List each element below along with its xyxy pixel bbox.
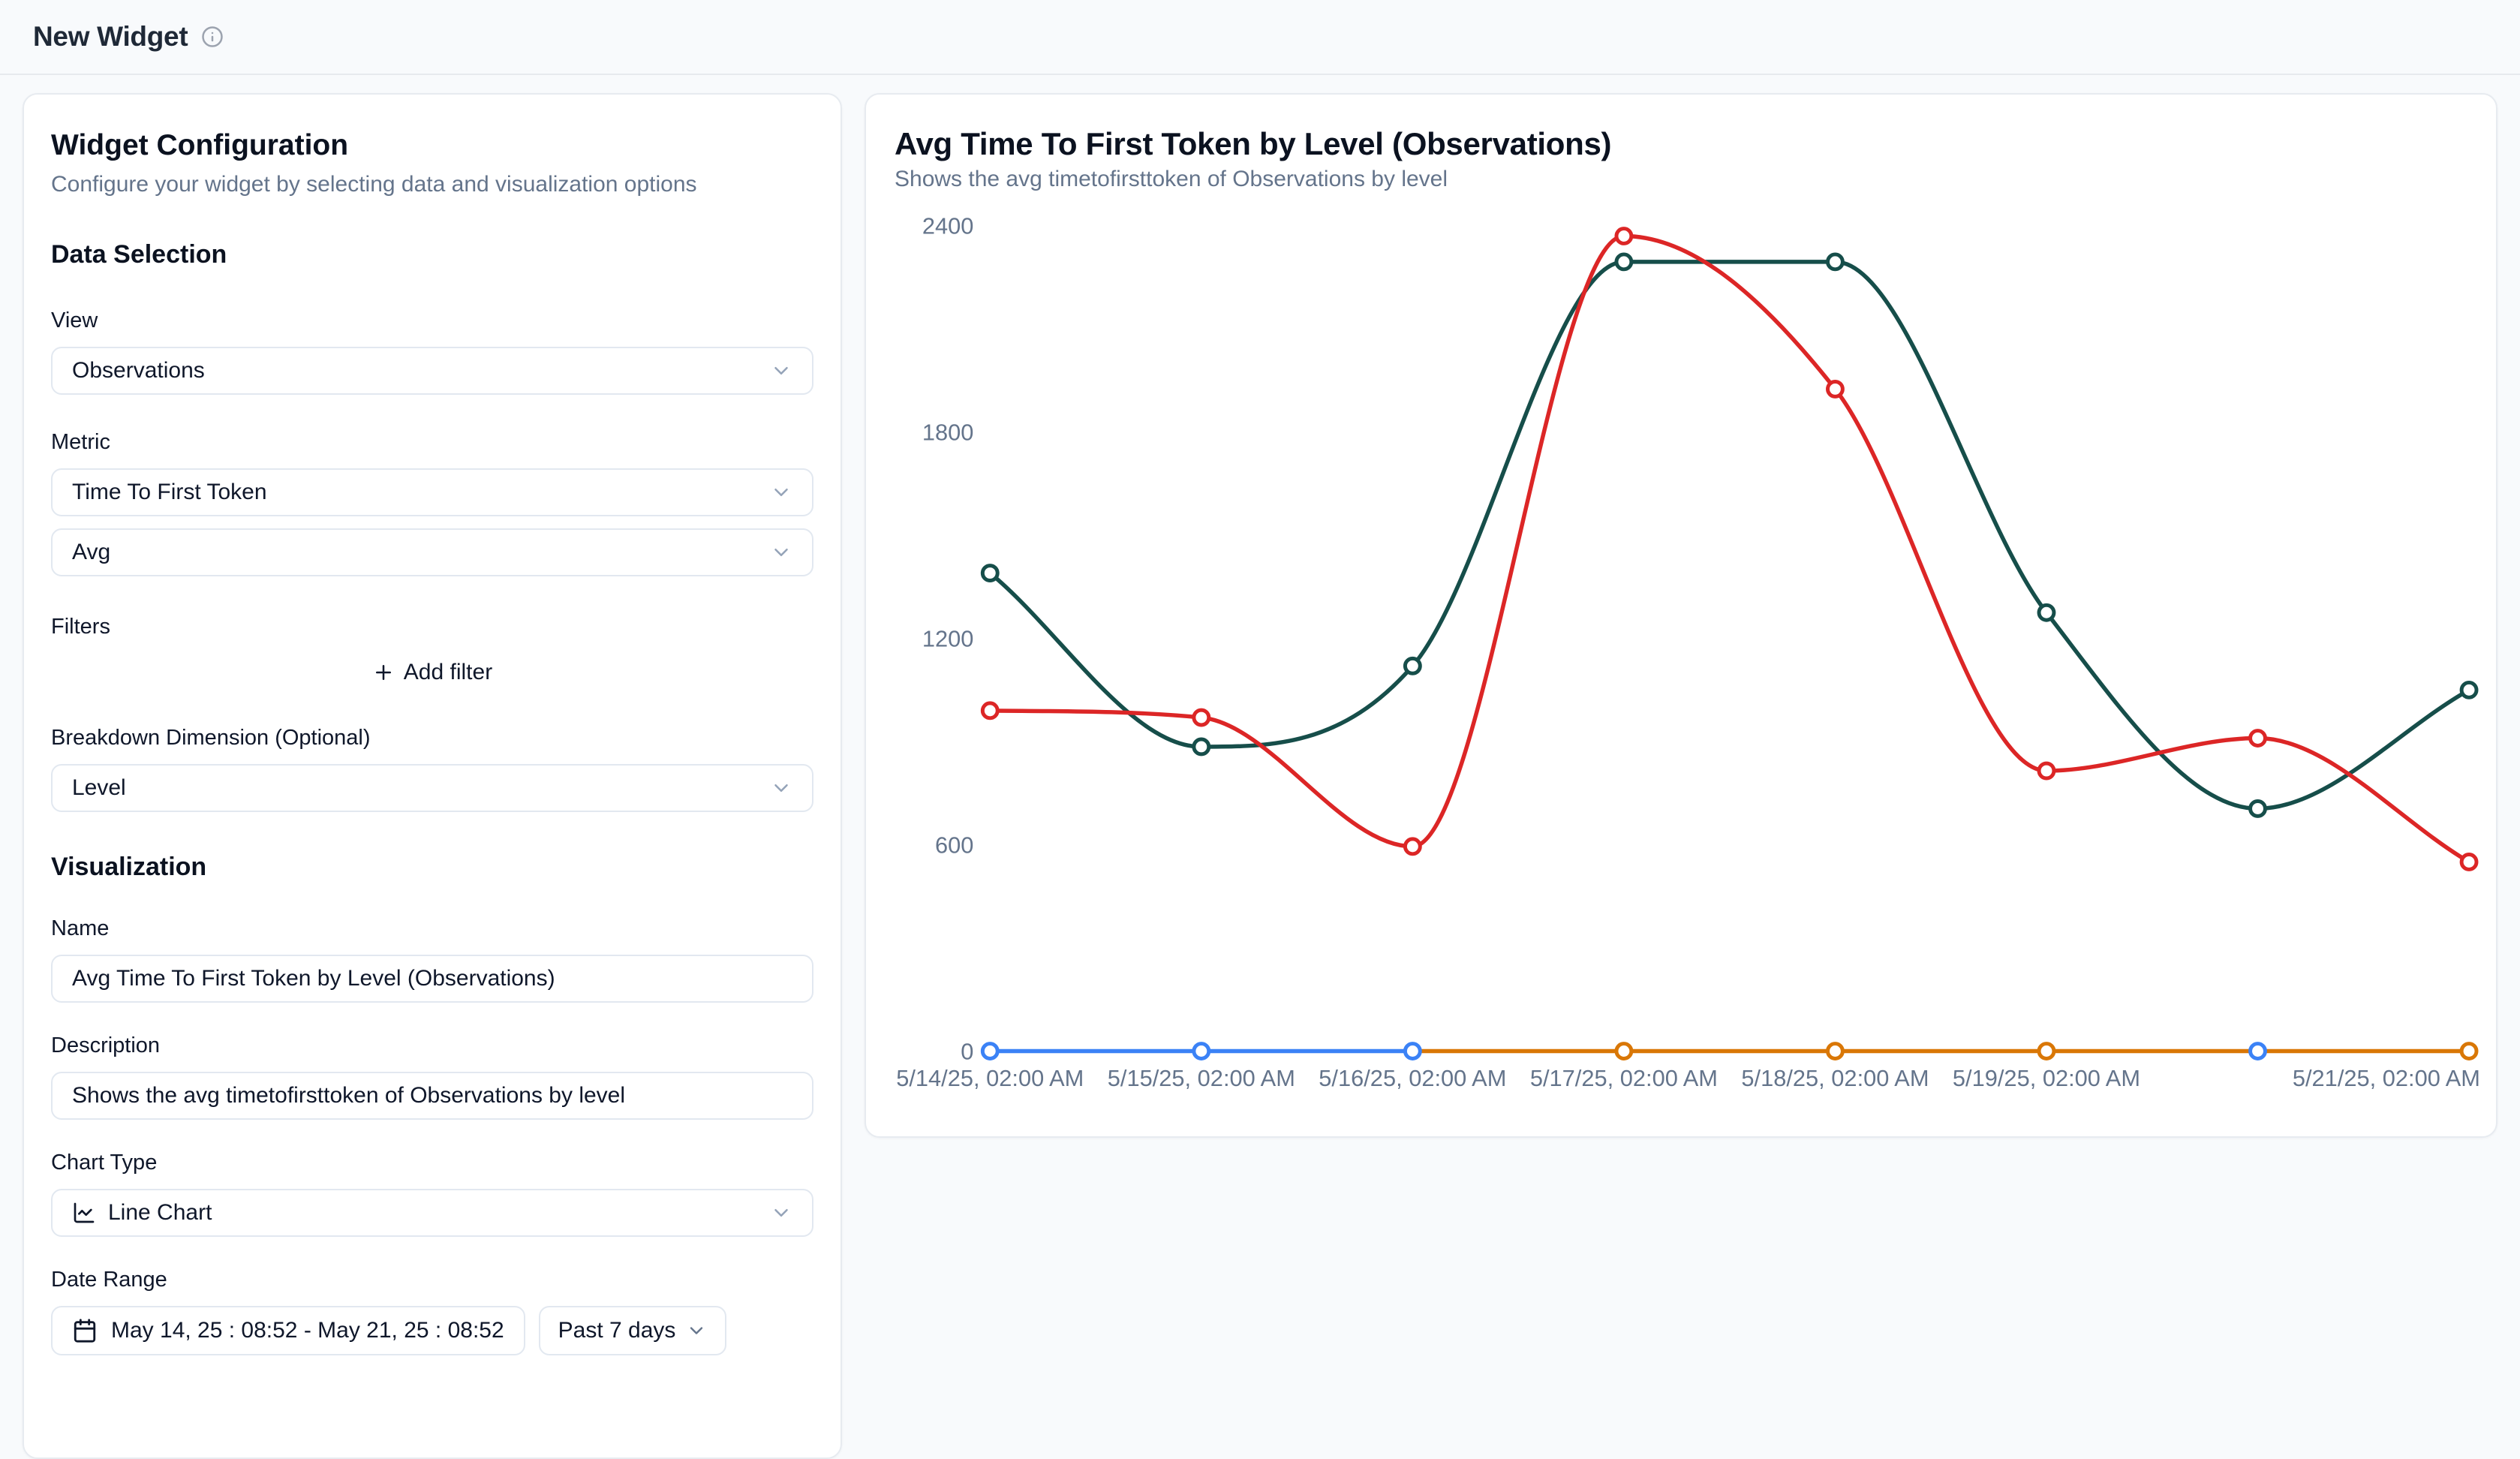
chart-title: Avg Time To First Token by Level (Observ… bbox=[895, 126, 1612, 161]
chart-point-series-teal bbox=[2037, 603, 2056, 622]
y-axis-tick-label: 1800 bbox=[922, 420, 974, 446]
x-axis-tick-label: 5/14/25, 02:00 AM bbox=[896, 1065, 1084, 1091]
chart-type-select[interactable]: Line Chart bbox=[51, 1189, 813, 1237]
y-axis-tick-label: 0 bbox=[961, 1038, 973, 1064]
chevron-down-icon bbox=[770, 359, 792, 382]
chart-point-series-blue bbox=[2248, 1042, 2267, 1060]
chart-point-series-red bbox=[1614, 227, 1634, 245]
chart-point-series-teal bbox=[1614, 252, 1634, 272]
x-axis-tick-label: 5/19/25, 02:00 AM bbox=[1953, 1065, 2140, 1091]
metric-select[interactable]: Time To First Token bbox=[51, 468, 813, 516]
aggregation-select[interactable]: Avg bbox=[51, 528, 813, 576]
date-range-button[interactable]: May 14, 25 : 08:52 - May 21, 25 : 08:52 bbox=[51, 1306, 525, 1355]
line-chart-canvas: 0 600 1200 1800 2400 5/14/25, 02:00 AM 5/15/25… bbox=[896, 213, 2480, 1092]
chart-point-series-teal bbox=[1403, 656, 1422, 675]
chart-point-series-amber bbox=[1826, 1042, 1845, 1060]
add-filter-button[interactable]: Add filter bbox=[354, 650, 510, 695]
chart-point-series-red bbox=[1826, 379, 1845, 399]
chevron-down-icon bbox=[770, 777, 792, 799]
chart-point-series-blue bbox=[1403, 1042, 1422, 1060]
config-title: Widget Configuration bbox=[51, 129, 349, 161]
view-label: View bbox=[51, 308, 98, 332]
add-filter-label: Add filter bbox=[403, 660, 493, 684]
info-icon[interactable] bbox=[201, 26, 224, 48]
chart-point-series-blue bbox=[1192, 1042, 1211, 1060]
calendar-icon bbox=[72, 1318, 98, 1343]
y-axis-tick-label: 600 bbox=[935, 832, 973, 859]
chart-point-series-teal bbox=[2248, 799, 2267, 818]
breakdown-select-value: Level bbox=[72, 775, 126, 800]
chart-line-series-teal bbox=[988, 260, 2471, 811]
y-axis-tick-label: 2400 bbox=[922, 213, 974, 239]
chart-point-series-amber bbox=[1614, 1042, 1634, 1060]
config-subtitle: Configure your widget by selecting data … bbox=[51, 172, 697, 197]
chevron-down-icon bbox=[770, 541, 792, 564]
chart-point-series-teal bbox=[1192, 737, 1211, 757]
x-axis-tick-label: 5/18/25, 02:00 AM bbox=[1741, 1065, 1929, 1091]
chevron-down-icon bbox=[686, 1320, 707, 1341]
date-range-value: May 14, 25 : 08:52 - May 21, 25 : 08:52 bbox=[111, 1318, 504, 1343]
chart-point-series-red bbox=[2037, 761, 2056, 781]
breakdown-select[interactable]: Level bbox=[51, 764, 813, 812]
x-axis-tick-label: 5/21/25, 02:00 AM bbox=[2293, 1065, 2480, 1091]
filters-label: Filters bbox=[51, 615, 110, 639]
y-axis-tick-label: 1200 bbox=[922, 626, 974, 652]
chart-point-series-amber bbox=[2037, 1042, 2056, 1060]
chart-subtitle: Shows the avg timetofirsttoken of Observ… bbox=[895, 167, 1448, 191]
chart-point-series-amber bbox=[2459, 1042, 2479, 1060]
widget-name-input[interactable] bbox=[51, 955, 813, 1003]
chart-point-series-red bbox=[2248, 729, 2267, 748]
chart-point-series-red bbox=[1403, 837, 1422, 856]
chevron-down-icon bbox=[770, 481, 792, 504]
aggregation-select-value: Avg bbox=[72, 540, 111, 564]
main-content: Widget Configuration Configure your widg… bbox=[0, 75, 2520, 1459]
name-label: Name bbox=[51, 916, 110, 940]
chart-point-series-teal bbox=[1826, 252, 1845, 272]
date-preset-value: Past 7 days bbox=[558, 1318, 676, 1343]
chart-point-series-red bbox=[2459, 853, 2479, 871]
widget-description-input[interactable] bbox=[51, 1072, 813, 1120]
plus-icon bbox=[372, 661, 395, 684]
view-select[interactable]: Observations bbox=[51, 347, 813, 395]
chart-point-series-blue bbox=[980, 1042, 1000, 1060]
date-preset-button[interactable]: Past 7 days bbox=[538, 1306, 727, 1355]
chart-point-series-red bbox=[980, 701, 1000, 720]
visualization-heading: Visualization bbox=[51, 853, 207, 881]
data-selection-heading: Data Selection bbox=[51, 240, 227, 269]
description-label: Description bbox=[51, 1033, 161, 1057]
chevron-down-icon bbox=[770, 1202, 792, 1224]
view-select-value: Observations bbox=[72, 358, 205, 383]
chart-line-series-red bbox=[988, 233, 2471, 865]
page-header: New Widget bbox=[0, 0, 2520, 75]
breakdown-label: Breakdown Dimension (Optional) bbox=[51, 726, 371, 750]
add-filter-row: Add filter bbox=[51, 650, 813, 695]
metric-select-value: Time To First Token bbox=[72, 480, 267, 504]
date-range-row: May 14, 25 : 08:52 - May 21, 25 : 08:52 … bbox=[51, 1306, 813, 1355]
page-title: New Widget bbox=[33, 21, 188, 52]
metric-label: Metric bbox=[51, 430, 110, 454]
widget-configuration-panel: Widget Configuration Configure your widg… bbox=[23, 93, 842, 1459]
chart-point-series-red bbox=[1192, 708, 1211, 727]
line-chart-icon bbox=[72, 1201, 96, 1225]
chart-point-series-teal bbox=[2459, 680, 2479, 699]
chart-point-series-teal bbox=[980, 564, 1000, 582]
chart-type-label: Chart Type bbox=[51, 1151, 158, 1175]
x-axis-tick-label: 5/15/25, 02:00 AM bbox=[1108, 1065, 1295, 1091]
chart-type-select-value: Line Chart bbox=[108, 1200, 212, 1225]
x-axis-tick-label: 5/16/25, 02:00 AM bbox=[1319, 1065, 1506, 1091]
x-axis-tick-label: 5/17/25, 02:00 AM bbox=[1530, 1065, 1718, 1091]
widget-preview-panel: Avg Time To First Token by Level (Observ… bbox=[865, 93, 2497, 1138]
date-range-label: Date Range bbox=[51, 1268, 167, 1292]
